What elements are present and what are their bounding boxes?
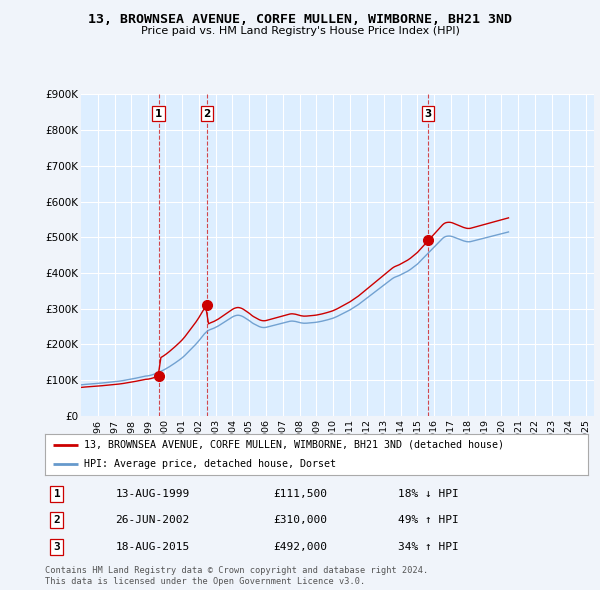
Text: 3: 3 bbox=[53, 542, 61, 552]
Text: £310,000: £310,000 bbox=[273, 516, 327, 525]
Text: 13, BROWNSEA AVENUE, CORFE MULLEN, WIMBORNE, BH21 3ND: 13, BROWNSEA AVENUE, CORFE MULLEN, WIMBO… bbox=[88, 13, 512, 26]
Text: 13-AUG-1999: 13-AUG-1999 bbox=[116, 489, 190, 499]
Text: 26-JUN-2002: 26-JUN-2002 bbox=[116, 516, 190, 525]
Text: 18% ↓ HPI: 18% ↓ HPI bbox=[398, 489, 459, 499]
Text: 18-AUG-2015: 18-AUG-2015 bbox=[116, 542, 190, 552]
Text: £492,000: £492,000 bbox=[273, 542, 327, 552]
Text: 1: 1 bbox=[155, 109, 163, 119]
Text: Contains HM Land Registry data © Crown copyright and database right 2024.
This d: Contains HM Land Registry data © Crown c… bbox=[45, 566, 428, 586]
Text: £111,500: £111,500 bbox=[273, 489, 327, 499]
Text: HPI: Average price, detached house, Dorset: HPI: Average price, detached house, Dors… bbox=[84, 459, 336, 469]
Text: 2: 2 bbox=[53, 516, 61, 525]
Text: Price paid vs. HM Land Registry's House Price Index (HPI): Price paid vs. HM Land Registry's House … bbox=[140, 26, 460, 36]
Text: 34% ↑ HPI: 34% ↑ HPI bbox=[398, 542, 459, 552]
Text: 1: 1 bbox=[53, 489, 61, 499]
Text: 13, BROWNSEA AVENUE, CORFE MULLEN, WIMBORNE, BH21 3ND (detached house): 13, BROWNSEA AVENUE, CORFE MULLEN, WIMBO… bbox=[84, 440, 504, 450]
Text: 2: 2 bbox=[203, 109, 211, 119]
Text: 49% ↑ HPI: 49% ↑ HPI bbox=[398, 516, 459, 525]
Text: 3: 3 bbox=[424, 109, 431, 119]
